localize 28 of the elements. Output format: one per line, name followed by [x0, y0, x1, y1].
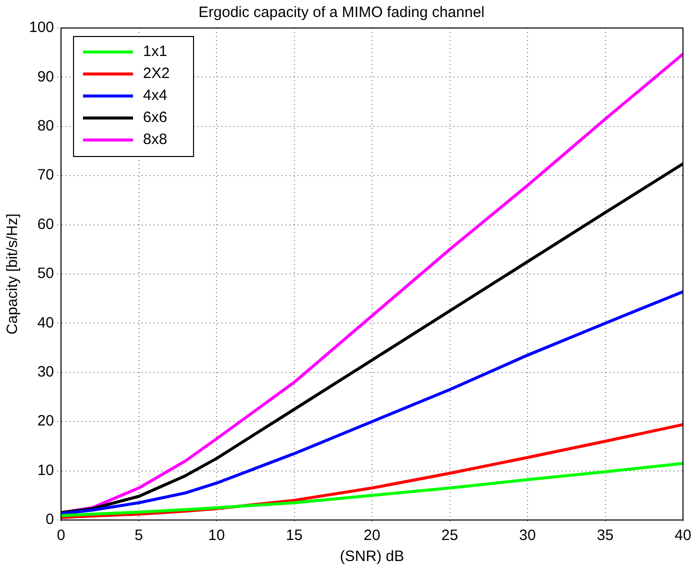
y-axis-title: Capacity [bit/s/Hz]: [4, 214, 22, 334]
y-tick-label: 70: [37, 166, 54, 184]
y-tick-label: 80: [37, 118, 54, 135]
y-tick-label: 10: [37, 462, 54, 479]
legend-label: 1x1: [143, 43, 168, 60]
x-tick-label: 35: [596, 527, 614, 544]
x-axis-title: (SNR) dB: [340, 548, 404, 566]
x-tick-label: 25: [441, 527, 458, 544]
legend-label: 8x8: [143, 131, 168, 148]
x-tick-label: 0: [56, 527, 66, 544]
x-tick-label: 5: [134, 527, 143, 544]
legend-label: 4x4: [143, 87, 168, 104]
x-tick-label: 15: [286, 527, 303, 544]
x-tick-label: 40: [674, 527, 692, 544]
y-tick-label: 40: [37, 314, 54, 332]
x-tick-label: 30: [519, 527, 536, 544]
y-tick-label: 90: [37, 68, 54, 86]
y-tick-label: 60: [37, 216, 54, 233]
x-tick-label: 20: [364, 527, 380, 544]
y-tick-label: 20: [37, 412, 54, 430]
chart-title: Ergodic capacity of a MIMO fading channel: [198, 4, 484, 22]
y-tick-label: 30: [37, 364, 54, 381]
y-tick-label: 50: [37, 265, 54, 282]
legend-label: 6x6: [143, 109, 168, 126]
y-tick-label: 100: [28, 19, 54, 36]
legend-label: 2X2: [143, 65, 170, 82]
y-tick-label: 0: [46, 511, 54, 528]
x-tick-label: 10: [208, 527, 225, 544]
